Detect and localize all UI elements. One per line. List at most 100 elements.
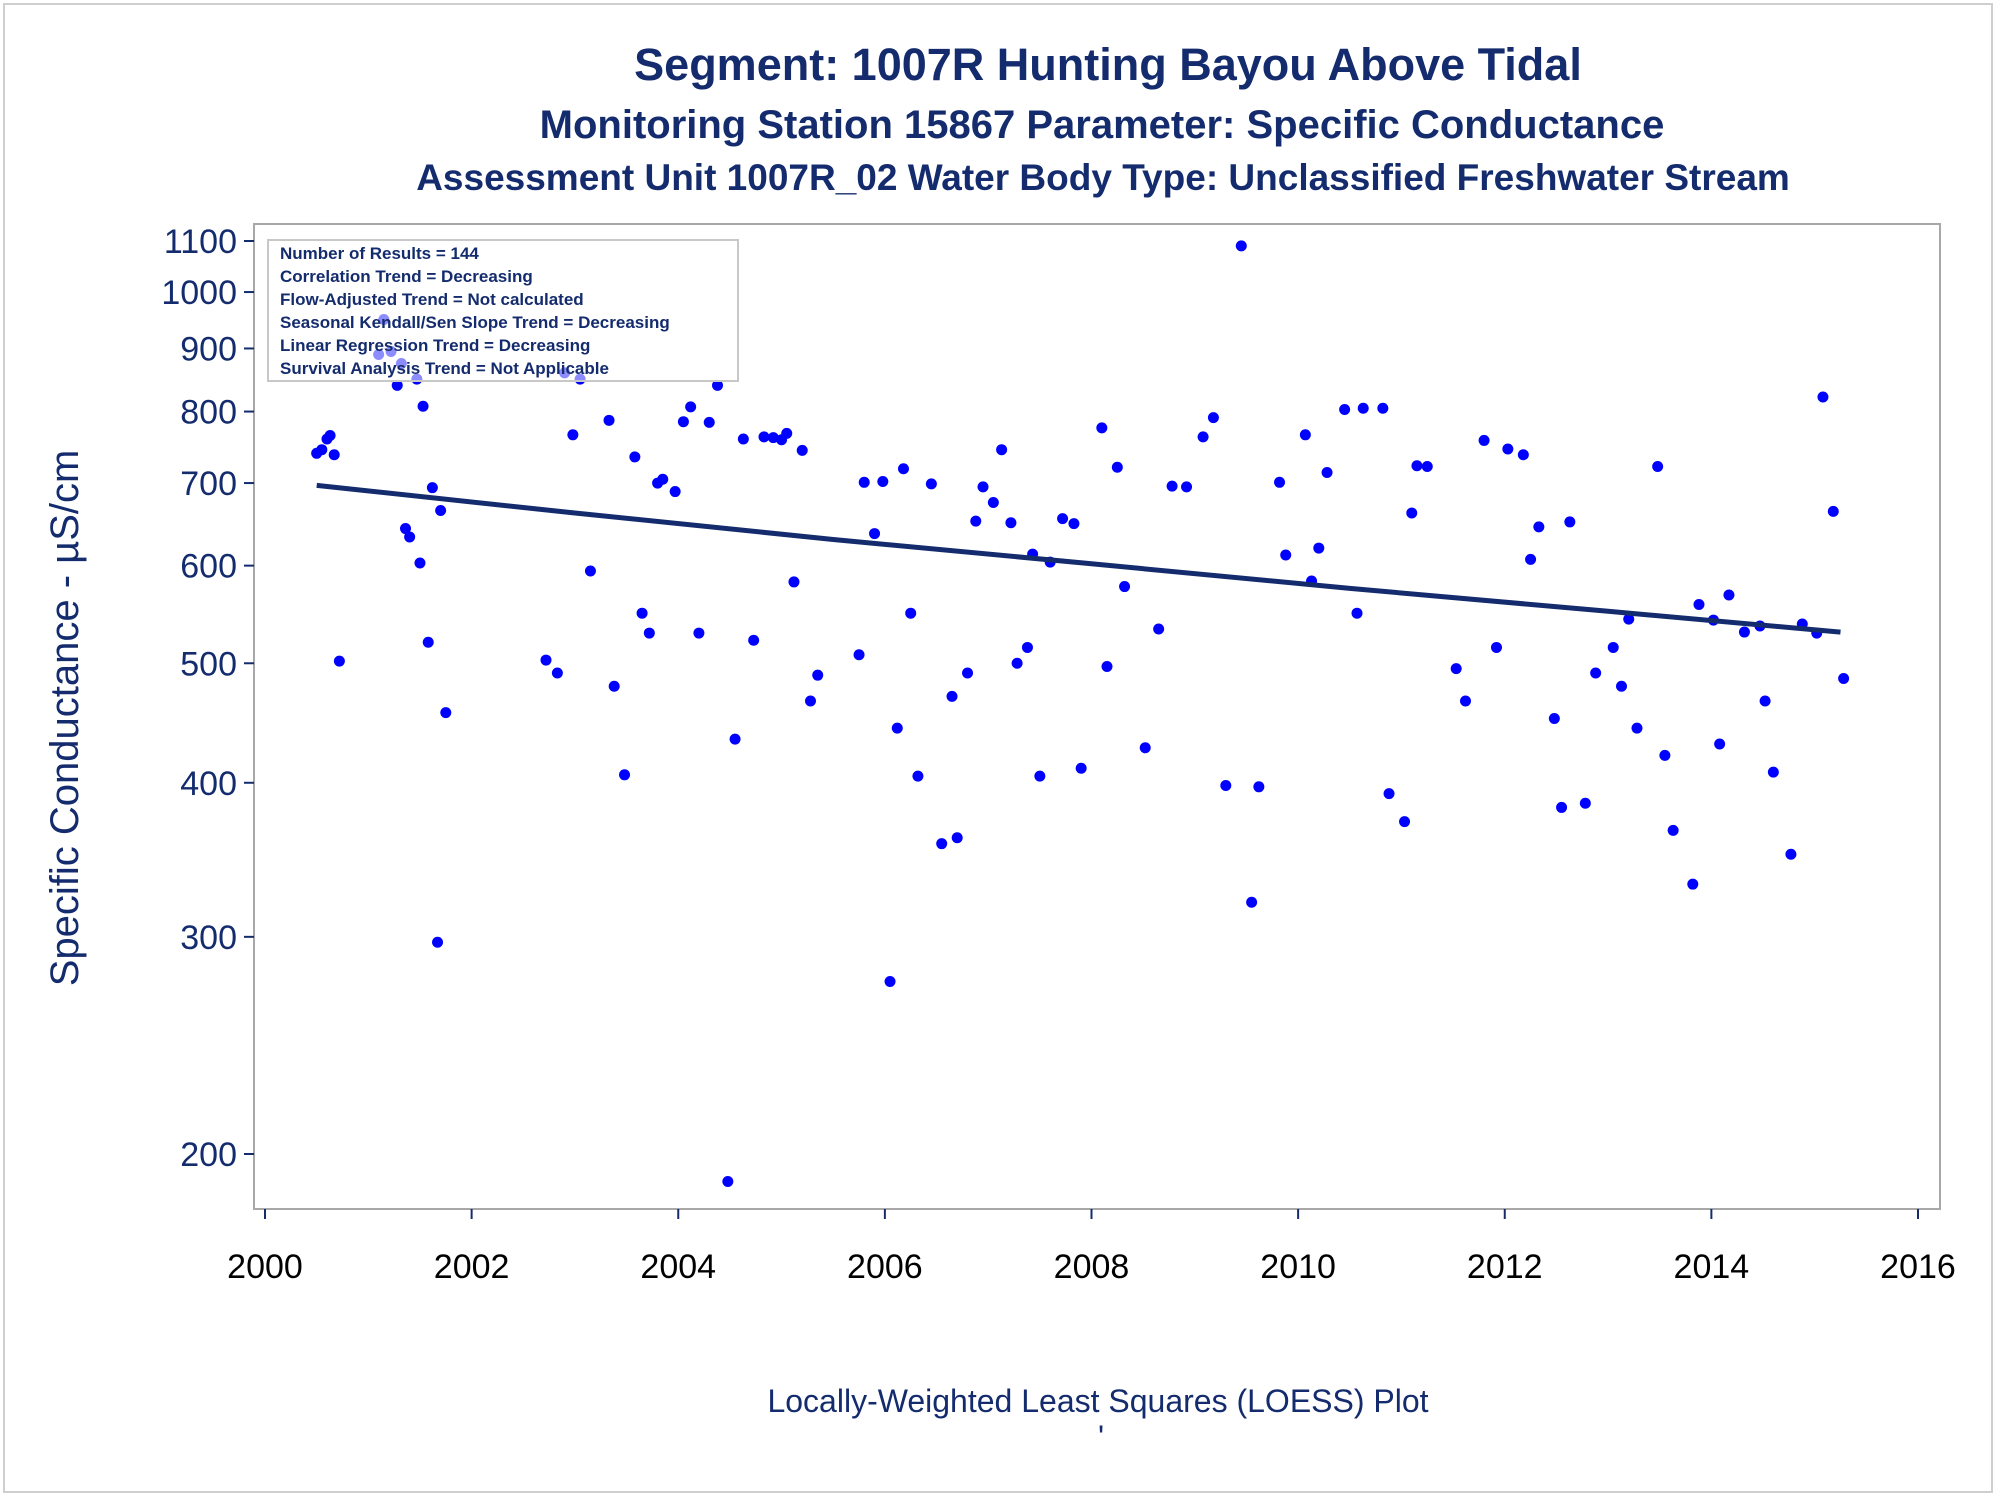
data-point	[1411, 460, 1423, 472]
footnote: Locally-Weighted Least Squares (LOESS) P…	[767, 1383, 1428, 1419]
data-point	[812, 669, 824, 681]
x-tick-label: 2008	[1054, 1248, 1130, 1286]
y-tick-label: 200	[180, 1136, 237, 1174]
data-point	[333, 655, 345, 667]
data-point	[1517, 449, 1529, 461]
data-point	[977, 481, 989, 493]
data-point	[693, 627, 705, 639]
data-point	[788, 576, 800, 588]
data-point	[603, 414, 615, 426]
data-point	[1166, 480, 1178, 492]
y-tick-label: 600	[180, 548, 237, 586]
y-tick-label: 1100	[164, 223, 237, 261]
stats-line-2: Correlation Trend = Decreasing	[280, 267, 533, 286]
data-point	[1623, 613, 1635, 625]
data-point	[1139, 742, 1151, 754]
y-tick-label: 700	[180, 465, 237, 503]
data-point	[1075, 762, 1087, 774]
data-point	[1274, 476, 1286, 488]
data-point	[962, 667, 974, 679]
data-point	[1057, 513, 1069, 525]
x-tick-label: 2002	[434, 1248, 510, 1286]
data-point	[1687, 878, 1699, 890]
data-point	[567, 429, 579, 441]
data-point	[712, 379, 724, 391]
data-point	[1197, 431, 1209, 443]
stats-line-1: Number of Results = 144	[280, 244, 479, 263]
data-point	[669, 486, 681, 498]
data-point	[1817, 391, 1829, 403]
data-point	[685, 401, 697, 413]
data-point	[804, 695, 816, 707]
stats-line-6: Survival Analysis Trend = Not Applicable	[280, 359, 609, 378]
x-axis: 2000 2002 2004 2006 2008 2010 2012 2014 2016	[227, 1209, 1956, 1286]
y-tick-label: 500	[180, 645, 237, 683]
data-point	[1564, 516, 1576, 528]
data-point	[400, 523, 412, 535]
data-point	[703, 416, 715, 428]
y-tick-label: 1000	[161, 274, 237, 312]
data-point	[608, 680, 620, 692]
data-point	[1406, 507, 1418, 519]
data-point	[1693, 598, 1705, 610]
data-point	[1759, 695, 1771, 707]
data-point	[440, 707, 452, 719]
y-tick-label: 300	[180, 919, 237, 957]
data-point	[737, 433, 749, 445]
data-point	[551, 667, 563, 679]
data-point	[1767, 766, 1779, 778]
data-point	[796, 444, 808, 456]
data-point	[1119, 581, 1131, 593]
data-point	[1321, 466, 1333, 478]
data-point	[1034, 770, 1046, 782]
data-point	[1659, 749, 1671, 761]
data-point	[677, 416, 689, 428]
data-point	[328, 449, 340, 461]
data-point	[1785, 848, 1797, 860]
data-point	[1011, 657, 1023, 669]
data-point	[435, 505, 447, 517]
data-point	[1738, 626, 1750, 638]
data-point	[897, 463, 909, 475]
x-tick-label: 2014	[1674, 1248, 1750, 1286]
data-point	[1607, 641, 1619, 653]
data-point	[1220, 779, 1232, 791]
data-point	[1246, 896, 1258, 908]
data-point	[1548, 713, 1560, 725]
data-point	[884, 976, 896, 988]
data-point	[781, 427, 793, 439]
data-point	[414, 557, 426, 569]
y-tick-label: 800	[180, 394, 237, 432]
x-tick-label: 2016	[1880, 1248, 1956, 1286]
data-point	[951, 832, 963, 844]
x-tick-label: 2004	[640, 1248, 716, 1286]
data-point	[722, 1175, 734, 1187]
data-point	[1096, 422, 1108, 434]
data-point	[391, 379, 403, 391]
data-point	[540, 654, 552, 666]
data-point	[1280, 549, 1292, 561]
data-point	[905, 607, 917, 619]
data-point	[767, 432, 779, 444]
x-tick-label: 2010	[1260, 1248, 1336, 1286]
data-point	[1068, 518, 1080, 530]
data-point	[1351, 607, 1363, 619]
data-point	[853, 649, 865, 661]
y-axis-label: Specific Conductance - µS/cm	[43, 450, 87, 987]
x-tick-label: 2006	[847, 1248, 923, 1286]
stats-legend-box	[267, 239, 739, 382]
data-point	[1111, 461, 1123, 473]
data-point	[858, 476, 870, 488]
data-point	[1838, 672, 1850, 684]
data-point	[1723, 589, 1735, 601]
x-tick-label: 2012	[1467, 1248, 1543, 1286]
data-point	[1101, 660, 1113, 672]
data-point	[1490, 641, 1502, 653]
data-point	[936, 838, 948, 850]
data-point	[657, 473, 669, 485]
data-point	[1421, 460, 1433, 472]
data-point	[987, 497, 999, 509]
data-point	[1235, 240, 1247, 252]
data-point	[748, 634, 760, 646]
data-point	[629, 451, 641, 463]
